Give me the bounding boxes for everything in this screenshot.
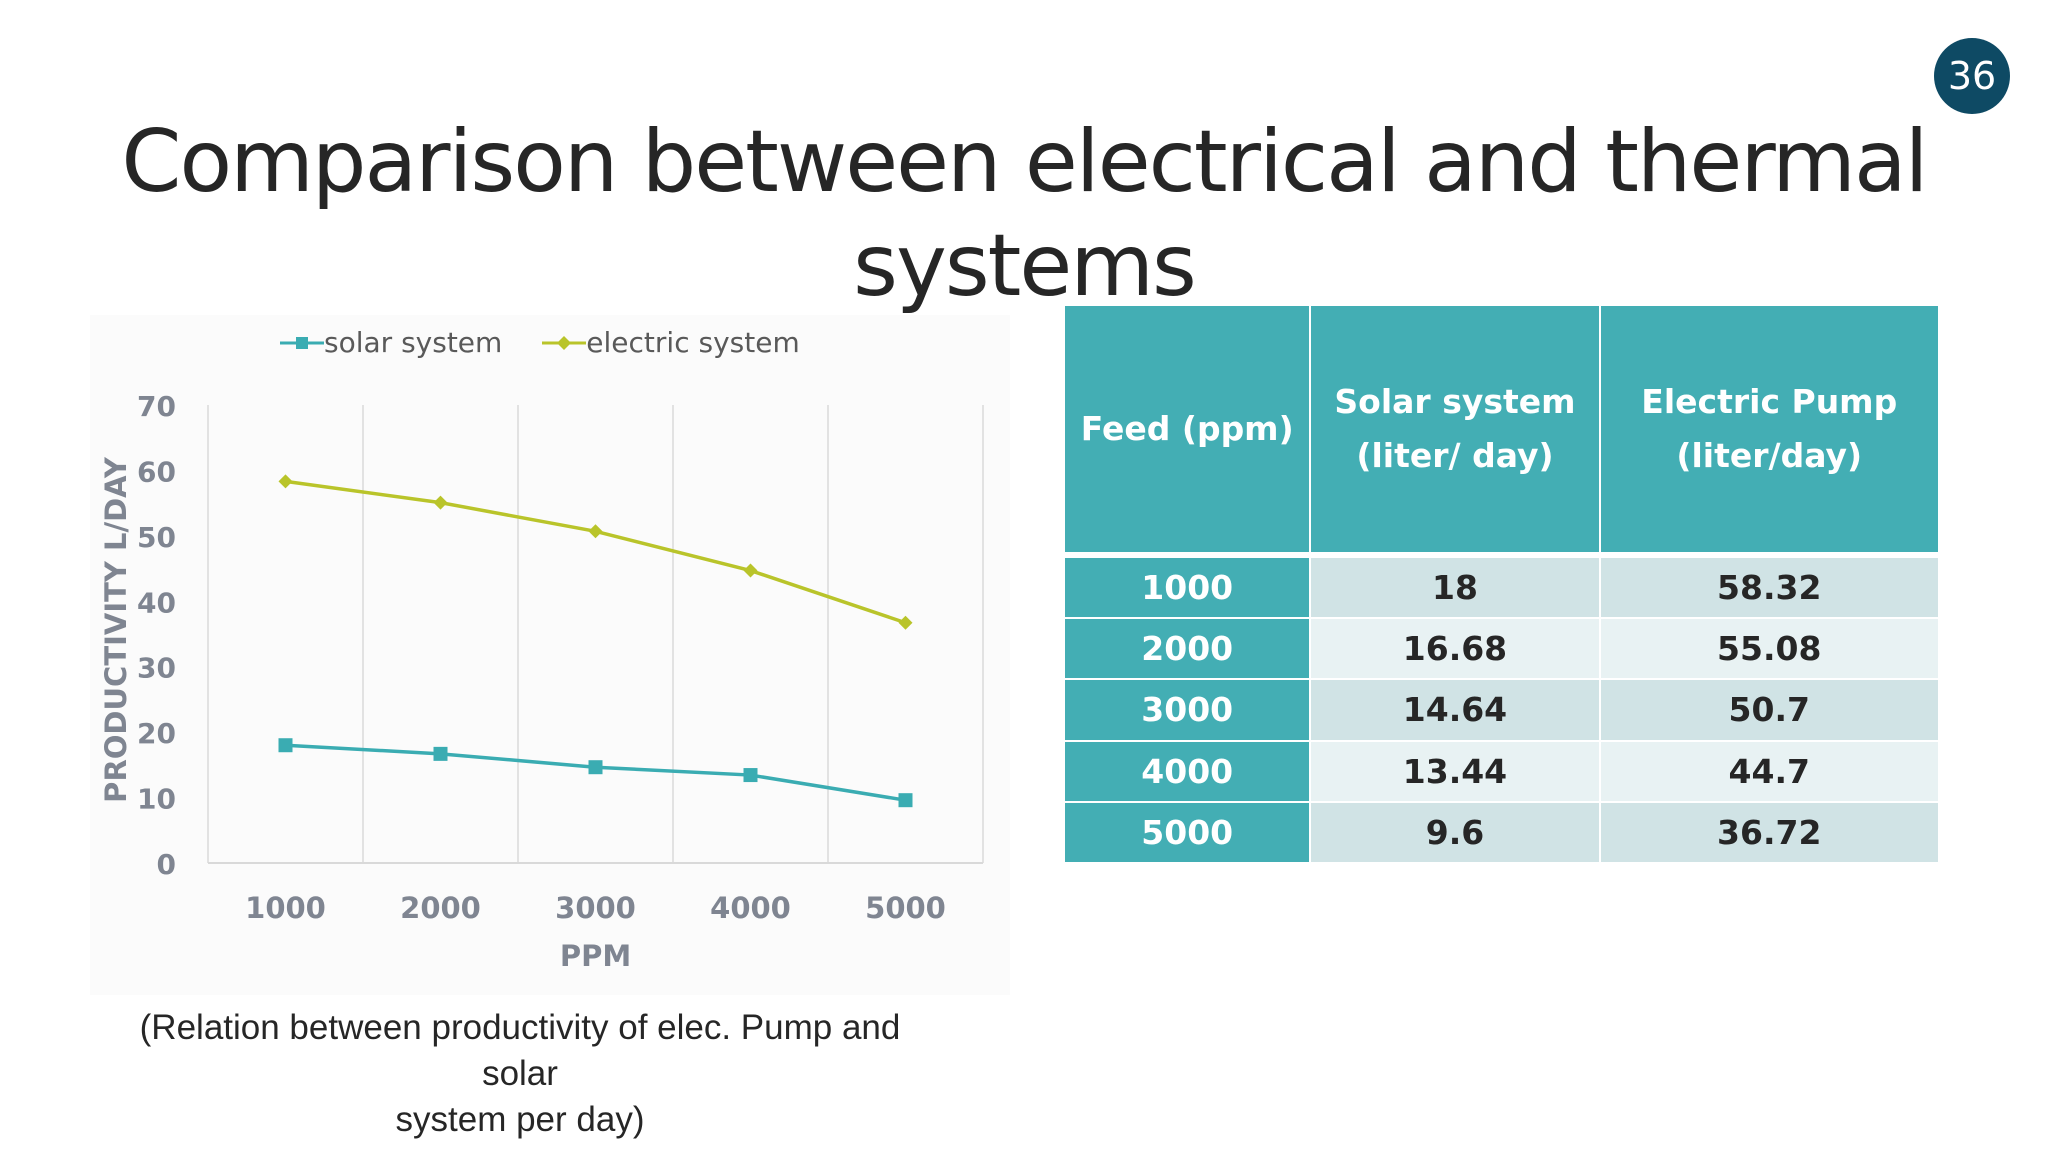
chart-caption-line-2: system per day): [395, 1100, 645, 1139]
productivity-table: Feed (ppm) Solar system (liter/ day) Ele…: [1065, 306, 1938, 865]
chart-background: [90, 315, 1010, 995]
table-cell-feed: 4000: [1065, 740, 1312, 803]
table-cell-solar: 14.64: [1310, 679, 1601, 742]
table-cell-solar: 13.44: [1310, 740, 1601, 803]
data-point-solar: [433, 746, 448, 761]
chart-y-tick-label: 0: [157, 848, 176, 881]
legend-label-electric: electric system: [586, 326, 800, 359]
table-cell-electric: 44.7: [1599, 740, 1938, 803]
chart-y-axis-title: PRODUCTIVITY L/DAY: [99, 456, 133, 803]
legend-electric-marker-icon: [542, 335, 587, 350]
chart-y-tick-label: 40: [137, 586, 176, 619]
table-cell-electric: 50.7: [1599, 679, 1938, 742]
table-cell-solar: 9.6: [1310, 801, 1601, 865]
data-point-solar: [898, 793, 913, 808]
chart-x-tick-label: 1000: [245, 891, 326, 925]
table-cell-feed: 2000: [1065, 618, 1312, 681]
data-point-electric: [278, 474, 293, 489]
table-cell-electric: 36.72: [1599, 801, 1938, 865]
chart-x-tick-label: 5000: [865, 891, 946, 925]
data-point-solar: [743, 768, 758, 783]
table-row: 2000 16.68 55.08: [1065, 618, 1938, 681]
legend-item-electric: electric system: [542, 326, 800, 359]
chart-x-tick-label: 3000: [555, 891, 636, 925]
chart-caption-line-1: (Relation between productivity of elec. …: [139, 1008, 901, 1093]
chart-y-tick-label: 20: [137, 717, 176, 750]
data-point-electric: [743, 563, 758, 578]
chart-caption: (Relation between productivity of elec. …: [100, 1005, 940, 1143]
table-cell-electric: 55.08: [1599, 618, 1938, 681]
chart-y-tick-label: 30: [137, 652, 176, 685]
table-row: 4000 13.44 44.7: [1065, 740, 1938, 803]
data-point-electric: [588, 524, 603, 539]
chart-y-tick-label: 70: [137, 390, 176, 423]
chart-x-axis-title: PPM: [560, 939, 631, 973]
legend-solar-marker-icon: [280, 336, 324, 349]
table-row: 3000 14.64 50.7: [1065, 679, 1938, 742]
table-cell-solar: 18: [1310, 555, 1601, 620]
chart-y-tick-label: 10: [137, 783, 176, 816]
data-point-solar: [278, 738, 293, 753]
table-header-electric: Electric Pump (liter/day): [1599, 306, 1938, 558]
chart-y-tick-label: 60: [137, 455, 176, 488]
table-cell-solar: 16.68: [1310, 618, 1601, 681]
slide-number: 36: [1934, 38, 2010, 114]
table-cell-feed: 1000: [1065, 555, 1312, 620]
chart-legend: solar system electric system: [280, 326, 800, 359]
series-line-electric: [285, 479, 907, 625]
slide-title-line-1: Comparison between electrical and therma…: [121, 112, 1928, 212]
data-point-electric: [433, 495, 448, 510]
chart-y-tick-label: 50: [137, 521, 176, 554]
legend-label-solar: solar system: [324, 326, 503, 359]
table-header-solar: Solar system (liter/ day): [1310, 306, 1601, 558]
chart-x-tick-label: 2000: [400, 891, 481, 925]
table-cell-electric: 58.32: [1599, 555, 1938, 620]
slide-title: Comparison between electrical and therma…: [120, 110, 1928, 318]
table-header-row: Feed (ppm) Solar system (liter/ day) Ele…: [1065, 306, 1938, 558]
data-point-electric: [898, 615, 913, 630]
table-header-feed: Feed (ppm): [1065, 306, 1312, 558]
legend-item-solar: solar system: [280, 326, 502, 359]
table-cell-feed: 5000: [1065, 801, 1312, 865]
chart-x-tick-label: 4000: [710, 891, 791, 925]
slide-title-line-2: systems: [853, 216, 1197, 316]
table-cell-feed: 3000: [1065, 679, 1312, 742]
table-row: 1000 18 58.32: [1065, 555, 1938, 620]
table-row: 5000 9.6 36.72: [1065, 801, 1938, 865]
data-point-solar: [588, 760, 603, 775]
